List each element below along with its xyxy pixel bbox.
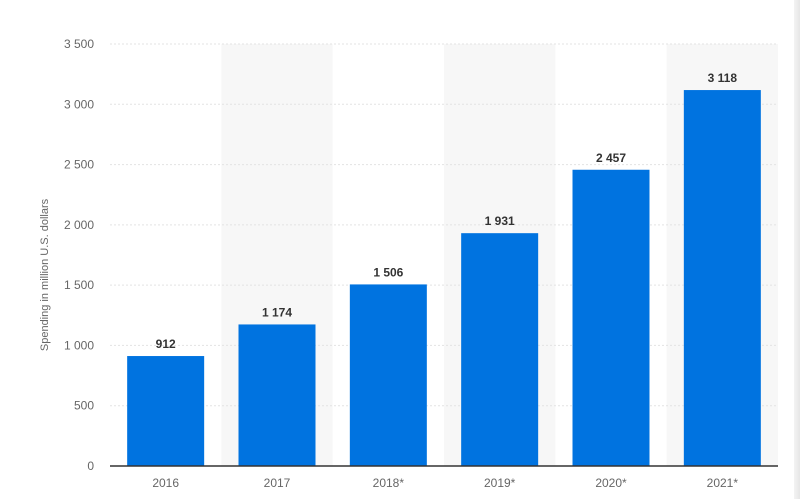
data-labels: 912 1 174 1 506 1 931 2 457 3 118 [156,71,738,351]
x-tick-label: 2020* [595,476,627,490]
bar[interactable] [238,324,316,466]
bar[interactable] [349,284,427,466]
y-tick-label: 2 500 [64,158,94,172]
right-edge-shadow [794,0,800,499]
bar-value-label: 1 174 [262,305,292,319]
y-tick-label: 3 500 [64,37,94,51]
y-axis-title: Spending in million U.S. dollars [39,198,51,351]
x-tick-label: 2019* [484,476,516,490]
x-tick-label: 2016 [152,476,179,490]
bar[interactable] [461,233,539,466]
y-tick-label: 3 000 [64,97,94,111]
bars [127,90,761,467]
x-tick-label: 2017 [264,476,291,490]
bar[interactable] [127,356,205,466]
y-tick-label: 0 [87,459,94,473]
y-tick-label: 500 [74,399,94,413]
x-tick-label: 2021* [707,476,739,490]
y-axis-tick-labels: 0 500 1 000 1 500 2 000 2 500 3 000 3 500 [64,37,94,473]
bar-value-label: 2 457 [596,151,626,165]
bar-value-label: 1 506 [373,265,403,279]
bar-value-label: 912 [156,337,176,351]
bar[interactable] [572,169,650,467]
gridlines [110,43,778,407]
bar-value-label: 1 931 [485,214,515,228]
y-tick-label: 1 000 [64,338,94,352]
y-tick-label: 1 500 [64,278,94,292]
x-axis-tick-labels: 2016 2017 2018* 2019* 2020* 2021* [152,476,738,490]
x-tick-label: 2018* [373,476,405,490]
bar[interactable] [683,90,761,466]
bar-value-label: 3 118 [708,71,738,85]
y-tick-label: 2 000 [64,218,94,232]
